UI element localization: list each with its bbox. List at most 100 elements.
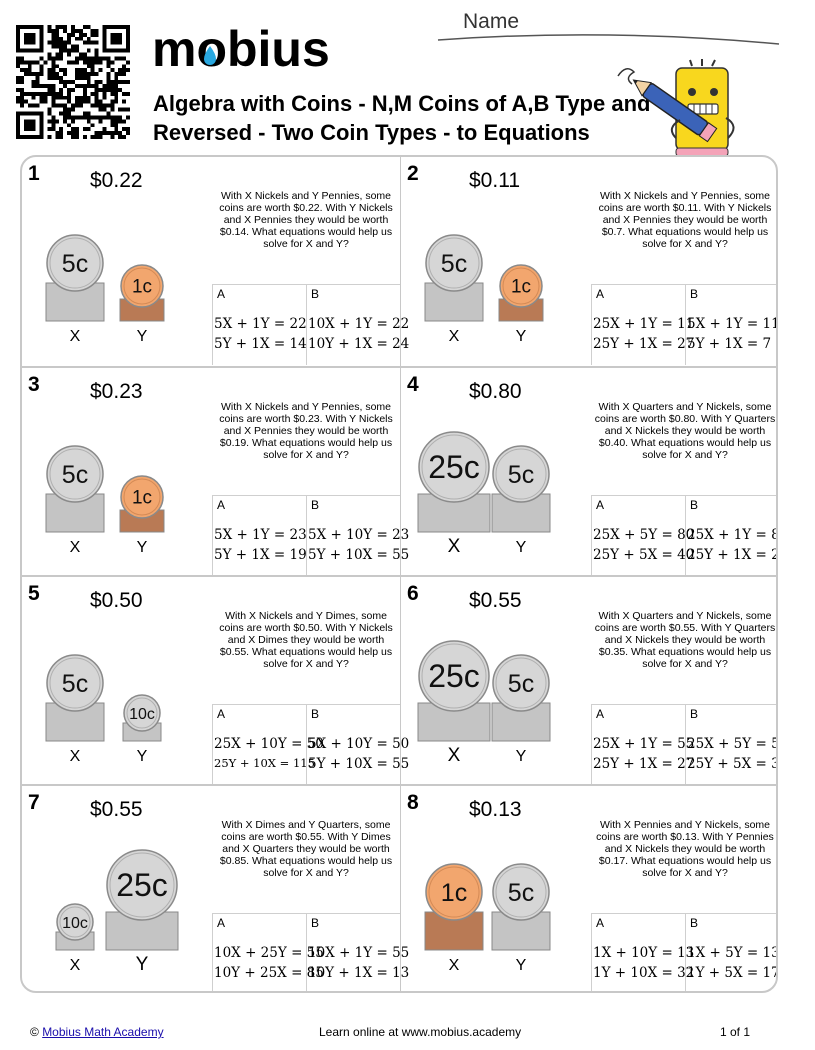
equation: 25X + 1Y = 55: [593, 736, 695, 752]
coin-x-5c-icon: 5c X: [45, 654, 105, 765]
problem-amount: $0.13: [469, 798, 522, 821]
answer-table: A 5X + 1Y = 23 5Y + 1X = 19 B 5X + 10Y = 23 5…: [212, 495, 409, 576]
option-b[interactable]: B 5X + 1Y = 11 5Y + 1X = 7: [686, 285, 776, 365]
coin-x-1c-icon: 1c X: [424, 863, 484, 974]
problem-amount: $0.55: [469, 589, 522, 612]
coin-y-variable-label: Y: [516, 748, 527, 765]
option-a[interactable]: A 1X + 10Y = 13 1Y + 10X = 32: [592, 914, 694, 991]
option-letter: A: [217, 287, 226, 301]
coin-y-variable-label: Y: [516, 328, 527, 345]
problem-question: With X Nickels and Y Pennies, some coins…: [219, 401, 393, 461]
problem-question: With X Pennies and Y Nickels, some coins…: [596, 819, 774, 879]
name-line: [437, 34, 780, 45]
equation: 5Y + 1X = 7: [687, 336, 772, 352]
coin-illustration: 1c X 5c Y: [424, 863, 551, 974]
coin-y-10c-icon: 10c Y: [122, 694, 162, 765]
equation: 10X + 25Y = 55: [214, 945, 324, 961]
problem-6: 6 $0.55 With X Quarters and Y Nickels, som…: [401, 575, 776, 785]
equation: 1Y + 5X = 17: [687, 965, 778, 981]
answer-table: A 25X + 5Y = 80 25Y + 5X = 40 B 25X + 1Y = 8…: [591, 495, 776, 576]
problem-2: 2 $0.11 With X Nickels and Y Pennies, some…: [401, 157, 776, 366]
coin-value-label: 5c: [62, 670, 88, 698]
coin-y-5c-icon: 5c Y: [491, 445, 551, 556]
option-b[interactable]: B 5X + 10Y = 23 5Y + 10X = 55: [307, 496, 409, 576]
problem-8: 8 $0.13 With X Pennies and Y Nickels, some…: [401, 784, 778, 991]
option-letter: A: [217, 498, 226, 512]
option-b[interactable]: B 5X + 10Y = 50 5Y + 10X = 55: [307, 705, 409, 785]
option-letter: B: [690, 498, 699, 512]
answer-table: A 5X + 1Y = 22 5Y + 1X = 14 B 10X + 1Y = 22 1…: [212, 284, 409, 365]
coin-illustration: 5c X 1c Y: [45, 234, 165, 345]
svg-text:mobius: mobius: [152, 24, 330, 74]
problem-number: 4: [407, 373, 419, 396]
option-a[interactable]: A 25X + 1Y = 55 25Y + 1X = 27: [592, 705, 694, 785]
coin-value-label: 25c: [428, 658, 480, 694]
option-a[interactable]: A 25X + 5Y = 80 25Y + 5X = 40: [592, 496, 694, 576]
option-a[interactable]: A 5X + 1Y = 22 5Y + 1X = 14: [213, 285, 307, 365]
coin-illustration: 25c X 5c Y: [417, 640, 551, 766]
problem-grid: 1 $0.22 With X Nickels and Y Pennies, some…: [20, 155, 778, 993]
option-letter: B: [690, 916, 699, 930]
option-letter: B: [311, 287, 320, 301]
equation: 10X + 1Y = 55: [308, 945, 410, 961]
footer-learn-online: Learn online at www.mobius.academy: [319, 1025, 522, 1039]
worksheet-title: Algebra with Coins - N,M Coins of A,B Ty…: [153, 91, 651, 145]
equation: 25Y + 10X = 115: [214, 756, 315, 770]
equation: 10X + 1Y = 22: [308, 316, 410, 332]
equation: 5X + 10Y = 23: [308, 527, 410, 543]
problem-question: With X Nickels and Y Pennies, some coins…: [598, 190, 772, 250]
equation: 25X + 10Y = 50: [214, 736, 324, 752]
option-b[interactable]: B 1X + 5Y = 13 1Y + 5X = 17: [686, 914, 778, 991]
footer-copyright: © Mobius Math Academy: [30, 1025, 164, 1039]
option-letter: A: [596, 707, 605, 721]
coin-value-label: 10c: [129, 706, 155, 723]
coin-value-label: 1c: [132, 488, 152, 509]
coin-x-25c-icon: 25c X: [417, 431, 491, 557]
problem-number: 7: [28, 791, 40, 814]
equation: 5Y + 1X = 14: [214, 336, 307, 352]
option-b[interactable]: B 25X + 5Y = 55 25Y + 5X = 35: [686, 705, 776, 785]
answer-table: A 25X + 10Y = 50 25Y + 10X = 115 B 5X + 10Y …: [212, 704, 409, 785]
coin-illustration: 5c X 1c Y: [45, 445, 165, 556]
problem-4: 4 $0.80 With X Quarters and Y Nickels, som…: [401, 366, 776, 576]
coin-x-25c-icon: 25c X: [417, 640, 491, 766]
mobius-academy-link[interactable]: Mobius Math Academy: [42, 1025, 164, 1039]
name-label: Name: [463, 10, 520, 33]
equation: 25X + 5Y = 80: [593, 527, 695, 543]
equation: 25Y + 1X = 28: [687, 547, 776, 563]
option-b[interactable]: B 10X + 1Y = 22 10Y + 1X = 24: [307, 285, 409, 365]
coin-y-variable-label: Y: [516, 957, 527, 974]
footer-page-number: 1 of 1: [720, 1025, 751, 1039]
option-a[interactable]: A 5X + 1Y = 23 5Y + 1X = 19: [213, 496, 307, 576]
equation: 1X + 10Y = 13: [593, 945, 695, 961]
problem-7: 7 $0.55 With X Dimes and Y Quarters, some …: [22, 784, 409, 991]
problem-amount: $0.22: [90, 169, 143, 192]
coin-value-label: 25c: [428, 449, 480, 485]
coin-x-variable-label: X: [449, 957, 460, 974]
coin-y-variable-label: Y: [137, 539, 148, 556]
equation: 25X + 1Y = 11: [593, 316, 695, 332]
coin-y-variable-label: Y: [137, 748, 148, 765]
option-letter: A: [217, 916, 226, 930]
option-b[interactable]: B 25X + 1Y = 80 25Y + 1X = 28: [686, 496, 776, 576]
problem-amount: $0.55: [90, 798, 143, 821]
coin-y-25c-icon: 25c Y: [105, 849, 179, 975]
equation: 25X + 5Y = 55: [687, 736, 776, 752]
pencil-mascot-illustration: [617, 59, 735, 157]
option-letter: A: [596, 287, 605, 301]
coin-illustration: 5c X 10c Y: [45, 654, 162, 765]
answer-table: A 1X + 10Y = 13 1Y + 10X = 32 B 1X + 5Y = 13…: [591, 913, 778, 991]
equation: 10Y + 1X = 13: [308, 965, 410, 981]
option-a[interactable]: A 25X + 1Y = 11 25Y + 1X = 27: [592, 285, 694, 365]
equation: 5X + 1Y = 22: [214, 316, 307, 332]
option-a[interactable]: A 10X + 25Y = 55 10Y + 25X = 85: [213, 914, 324, 991]
problem-amount: $0.50: [90, 589, 143, 612]
option-a[interactable]: A 25X + 10Y = 50 25Y + 10X = 115: [213, 705, 324, 785]
problem-amount: $0.23: [90, 380, 143, 403]
option-b[interactable]: B 10X + 1Y = 55 10Y + 1X = 13: [307, 914, 409, 991]
option-letter: A: [596, 916, 605, 930]
answer-table: A 10X + 25Y = 55 10Y + 25X = 85 B 10X + 1Y =…: [212, 913, 409, 991]
equation: 5X + 10Y = 50: [308, 736, 410, 752]
equation: 25Y + 1X = 27: [593, 336, 695, 352]
coin-value-label: 1c: [511, 277, 531, 298]
